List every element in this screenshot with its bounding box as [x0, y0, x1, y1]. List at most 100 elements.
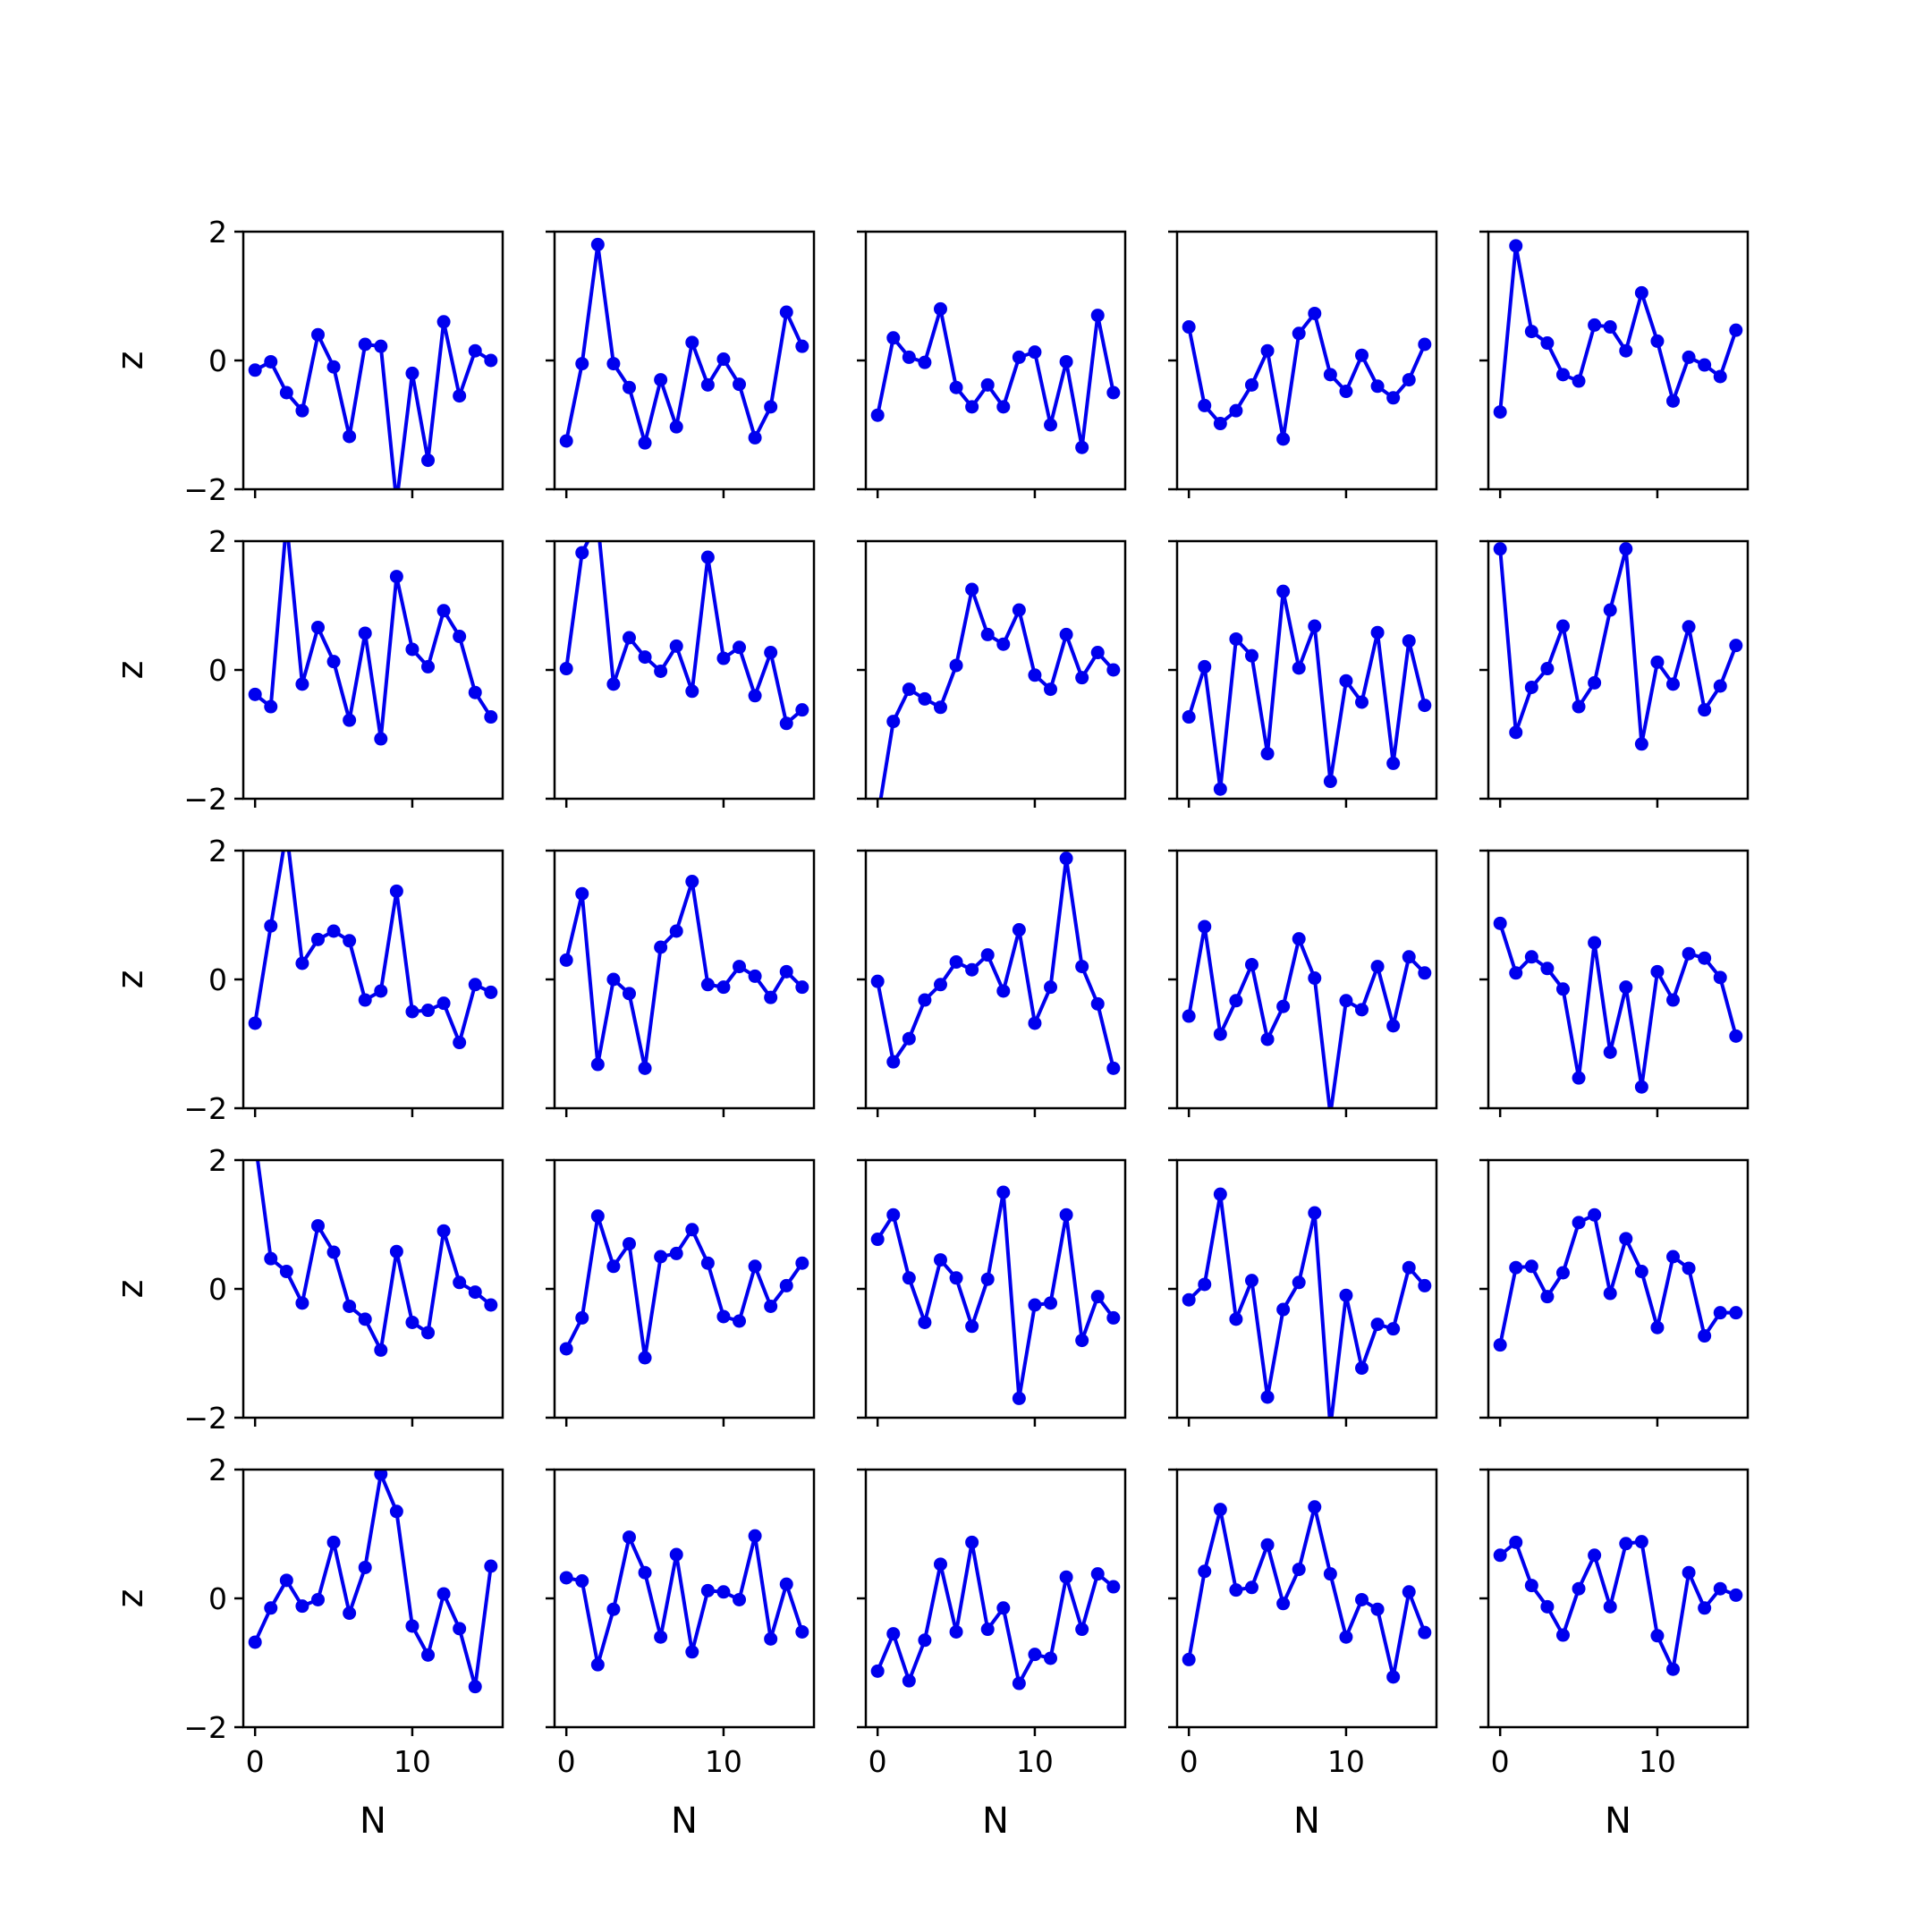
- data-point: [622, 1530, 636, 1545]
- data-point: [886, 1208, 901, 1222]
- data-point: [1244, 1274, 1258, 1288]
- data-point: [468, 978, 482, 992]
- data-point: [779, 716, 793, 731]
- data-point: [358, 626, 372, 640]
- subplot-r4-c5: [1479, 1158, 1750, 1427]
- data-point: [343, 1299, 357, 1313]
- data-point: [1355, 1003, 1369, 1017]
- data-point: [1355, 695, 1369, 709]
- subplot-r1-c3: [857, 230, 1127, 498]
- data-point: [1509, 966, 1523, 980]
- data-point: [1402, 373, 1416, 387]
- data-point: [1106, 663, 1121, 677]
- data-point: [436, 1224, 451, 1238]
- data-point: [1540, 1599, 1555, 1614]
- data-point: [295, 1599, 309, 1614]
- data-point: [453, 630, 467, 644]
- data-point: [1106, 386, 1121, 400]
- data-point: [965, 582, 979, 597]
- data-point: [1213, 1187, 1227, 1201]
- data-point: [389, 884, 403, 898]
- data-point: [965, 1535, 979, 1549]
- data-point: [622, 987, 636, 1001]
- data-point: [949, 1624, 963, 1639]
- data-point: [748, 969, 762, 983]
- data-point: [1619, 542, 1633, 556]
- subplot-r3-c3: [857, 849, 1127, 1117]
- y-axis-label: z: [110, 352, 151, 370]
- data-point: [453, 1036, 467, 1050]
- y-tick-label: 0: [208, 1581, 227, 1616]
- data-point: [1698, 358, 1712, 372]
- data-point: [1044, 1651, 1058, 1665]
- data-point: [606, 1602, 621, 1616]
- subplot-r1-c4: [1168, 230, 1438, 498]
- data-point: [468, 685, 482, 699]
- data-point: [748, 689, 762, 703]
- x-axis-label: N: [982, 1801, 1009, 1842]
- series-line: [253, 1472, 493, 1689]
- data-point: [764, 990, 778, 1004]
- data-point: [1012, 1676, 1026, 1690]
- series-line: [876, 856, 1115, 1069]
- series-group: [1182, 1500, 1432, 1684]
- data-point: [669, 924, 683, 938]
- data-point: [1619, 343, 1633, 358]
- data-point: [965, 1319, 979, 1334]
- series-line: [1187, 1504, 1427, 1679]
- data-point: [622, 380, 636, 394]
- data-point: [1524, 680, 1538, 694]
- subplot-r5-c1: 0 10 −2 0 2 Nz: [110, 1453, 504, 1842]
- data-point: [1012, 923, 1026, 937]
- data-point: [1493, 1338, 1507, 1352]
- data-point: [1555, 368, 1570, 382]
- data-point: [1370, 1602, 1385, 1616]
- y-tick-label: −2: [183, 472, 227, 507]
- data-point: [1323, 775, 1337, 789]
- data-point: [468, 1680, 482, 1694]
- y-tick-label: 0: [208, 962, 227, 997]
- data-point: [1386, 1019, 1401, 1033]
- series-line: [1498, 1213, 1736, 1346]
- axes-frame: [553, 849, 816, 1110]
- y-tick-label: 0: [208, 343, 227, 378]
- data-point: [1012, 603, 1026, 617]
- data-point: [1666, 677, 1681, 691]
- data-point: [1493, 1548, 1507, 1563]
- axes-frame: [242, 1468, 504, 1729]
- series-group: [1182, 306, 1432, 446]
- subplot-r2-c1: −2 0 2 z: [110, 524, 504, 817]
- data-point: [1292, 932, 1306, 946]
- data-point: [700, 377, 715, 392]
- data-point: [779, 1278, 793, 1292]
- data-point: [1418, 1278, 1432, 1292]
- data-point: [716, 651, 731, 665]
- data-point: [1198, 919, 1212, 934]
- data-point: [1682, 620, 1696, 634]
- data-point: [700, 550, 715, 564]
- data-point: [1650, 1629, 1665, 1643]
- series-group: [1493, 542, 1743, 751]
- data-point: [685, 875, 699, 889]
- data-point: [716, 352, 731, 367]
- data-point: [1044, 980, 1058, 995]
- x-tick-label: 0: [246, 1744, 265, 1779]
- data-point: [685, 684, 699, 699]
- data-point: [965, 400, 979, 414]
- data-point: [1012, 1391, 1026, 1405]
- y-axis-label: z: [110, 1280, 151, 1299]
- data-point: [484, 353, 498, 368]
- data-point: [1619, 980, 1633, 995]
- data-point: [421, 659, 436, 674]
- data-point: [996, 637, 1011, 651]
- subplot-r4-c1: −2 0 2 z: [110, 1143, 504, 1436]
- data-point: [559, 662, 573, 676]
- data-point: [358, 1312, 372, 1326]
- data-point: [918, 993, 932, 1007]
- data-point: [1260, 343, 1275, 358]
- data-point: [1650, 334, 1665, 348]
- data-point: [1198, 1564, 1212, 1579]
- data-point: [1090, 996, 1105, 1011]
- data-point: [1355, 348, 1369, 362]
- data-point: [1619, 1232, 1633, 1246]
